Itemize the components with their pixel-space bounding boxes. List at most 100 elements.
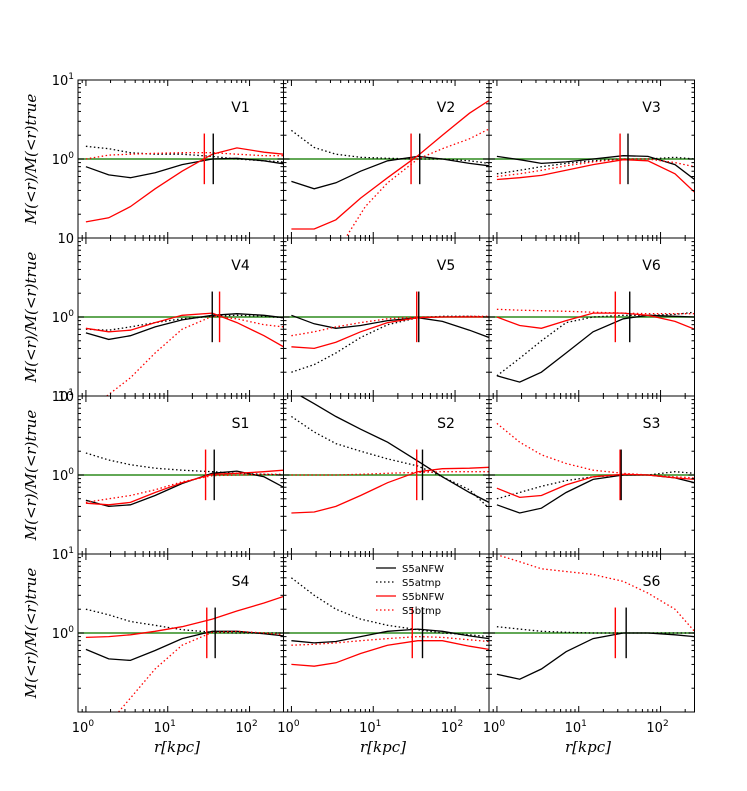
y-tick-label: 10 — [57, 232, 74, 247]
panel-s2: S2 — [283, 395, 490, 555]
panel-v6: V6 — [488, 237, 695, 397]
panel-label: S3 — [643, 416, 661, 432]
series-s5btmp — [106, 315, 284, 396]
series-s5bnfw — [85, 147, 284, 223]
series-s5atmp — [85, 314, 284, 331]
series-s5atmp — [85, 608, 284, 634]
panel-plot-area — [78, 291, 284, 396]
panel-label: V2 — [437, 100, 455, 116]
series-s5bnfw — [85, 469, 284, 506]
series-s5btmp — [291, 315, 489, 337]
series-s5btmp — [344, 128, 489, 238]
series-s5btmp — [291, 635, 489, 646]
y-tick-label: 101 — [52, 546, 74, 563]
legend-label-s5btmp: S5btmp — [402, 606, 441, 617]
series-s5btmp — [496, 308, 695, 315]
panel-blank: 100 101 102 — [277, 553, 490, 736]
series-s5atmp — [496, 626, 695, 634]
series-s5atmp — [85, 145, 284, 163]
panel-label: V5 — [437, 258, 455, 274]
series-s5btmp — [85, 152, 284, 160]
series-s5anfw — [496, 314, 695, 383]
series-s5anfw — [496, 155, 695, 181]
panel-plot-area — [489, 133, 695, 193]
series-s5anfw — [291, 314, 489, 339]
legend-label-s5bnfw: S5bNFW — [402, 592, 444, 603]
panel-label: V3 — [642, 100, 660, 116]
series-s5bnfw — [85, 595, 284, 639]
series-s5btmp — [500, 555, 695, 632]
series-s5atmp — [496, 311, 695, 377]
series-s5bnfw — [496, 473, 695, 499]
panel-v3: V3 — [488, 79, 695, 239]
panel-label: S2 — [437, 416, 455, 432]
series-s5anfw — [85, 313, 284, 341]
y-axis-label: M(<r)/M(<r)true — [22, 94, 40, 226]
x-tick-label: 100 — [483, 719, 506, 736]
panel-s6: 100 101 102 S6 — [483, 553, 695, 736]
x-tick-label: 101 — [565, 719, 587, 736]
series-s5btmp — [291, 471, 489, 476]
x-tick-label: 100 — [72, 719, 95, 736]
x-tick-label: 102 — [235, 719, 257, 736]
series-s5bnfw — [291, 99, 489, 230]
x-tick-label: 101 — [154, 719, 176, 736]
y-axis-label: M(<r)/M(<r)true — [22, 410, 40, 542]
series-s5anfw — [85, 470, 284, 508]
y-axis-label: M(<r)/M(<r)true — [22, 252, 40, 384]
series-s5bnfw — [291, 316, 489, 350]
y-axis-label: M(<r)/M(<r)true — [22, 568, 40, 700]
panel-plot-area — [489, 422, 695, 514]
series-s5atmp — [291, 577, 489, 638]
series-s5btmp — [496, 158, 695, 178]
panel-plot-area — [78, 449, 284, 508]
panel-v1: 10 100 101 V1 — [52, 72, 284, 247]
panel-s3: S3 — [488, 395, 695, 555]
panel-s4: 100 101 100 101 102 S4 — [52, 546, 284, 736]
y-tick-label: 10 — [57, 390, 74, 405]
x-axis-label: r[kpc] — [565, 738, 611, 756]
x-tick-label: 100 — [277, 719, 300, 736]
y-tick-label: 100 — [52, 625, 75, 642]
panel-plot-area — [283, 577, 489, 667]
x-axis-label: r[kpc] — [360, 738, 406, 756]
panel-plot-area — [283, 396, 489, 514]
x-axis-label: r[kpc] — [154, 738, 200, 756]
panel-plot-area — [283, 99, 489, 238]
x-tick-label: 101 — [359, 719, 381, 736]
series-s5anfw — [291, 628, 489, 644]
panel-plot-area — [78, 133, 284, 223]
series-s5btmp — [496, 422, 695, 479]
panel-label: V1 — [231, 100, 249, 116]
panel-plot-area — [78, 595, 284, 712]
x-tick-label: 102 — [441, 719, 463, 736]
series-s5atmp — [496, 156, 695, 175]
series-s5bnfw — [496, 159, 695, 193]
series-s5atmp — [291, 129, 489, 165]
series-s5anfw — [496, 474, 695, 514]
legend-label-s5anfw: S5aNFW — [402, 564, 444, 575]
series-s5anfw — [496, 632, 695, 680]
series-s5atmp — [291, 315, 489, 373]
panel-label: V4 — [231, 258, 250, 274]
series-s5bnfw — [291, 640, 489, 667]
panel-label: S1 — [232, 416, 250, 432]
x-tick-label: 102 — [646, 719, 668, 736]
series-s5bnfw — [496, 312, 695, 330]
series-s5anfw — [85, 157, 284, 179]
series-s5anfw — [300, 396, 489, 503]
panel-label: V6 — [642, 258, 661, 274]
panel-label: S4 — [232, 574, 250, 590]
panel-plot-area — [283, 291, 489, 373]
panel-label: S6 — [643, 574, 661, 590]
y-tick-label: 100 — [52, 151, 75, 168]
series-s5atmp — [291, 415, 489, 509]
y-tick-label: 100 — [52, 309, 75, 326]
panel-v2: V2 — [283, 79, 490, 239]
series-s5anfw — [291, 155, 489, 190]
series-s5btmp — [85, 473, 284, 504]
panel-plot-area — [489, 291, 695, 383]
panel-plot-area — [489, 555, 695, 680]
y-tick-label: 100 — [52, 467, 75, 484]
